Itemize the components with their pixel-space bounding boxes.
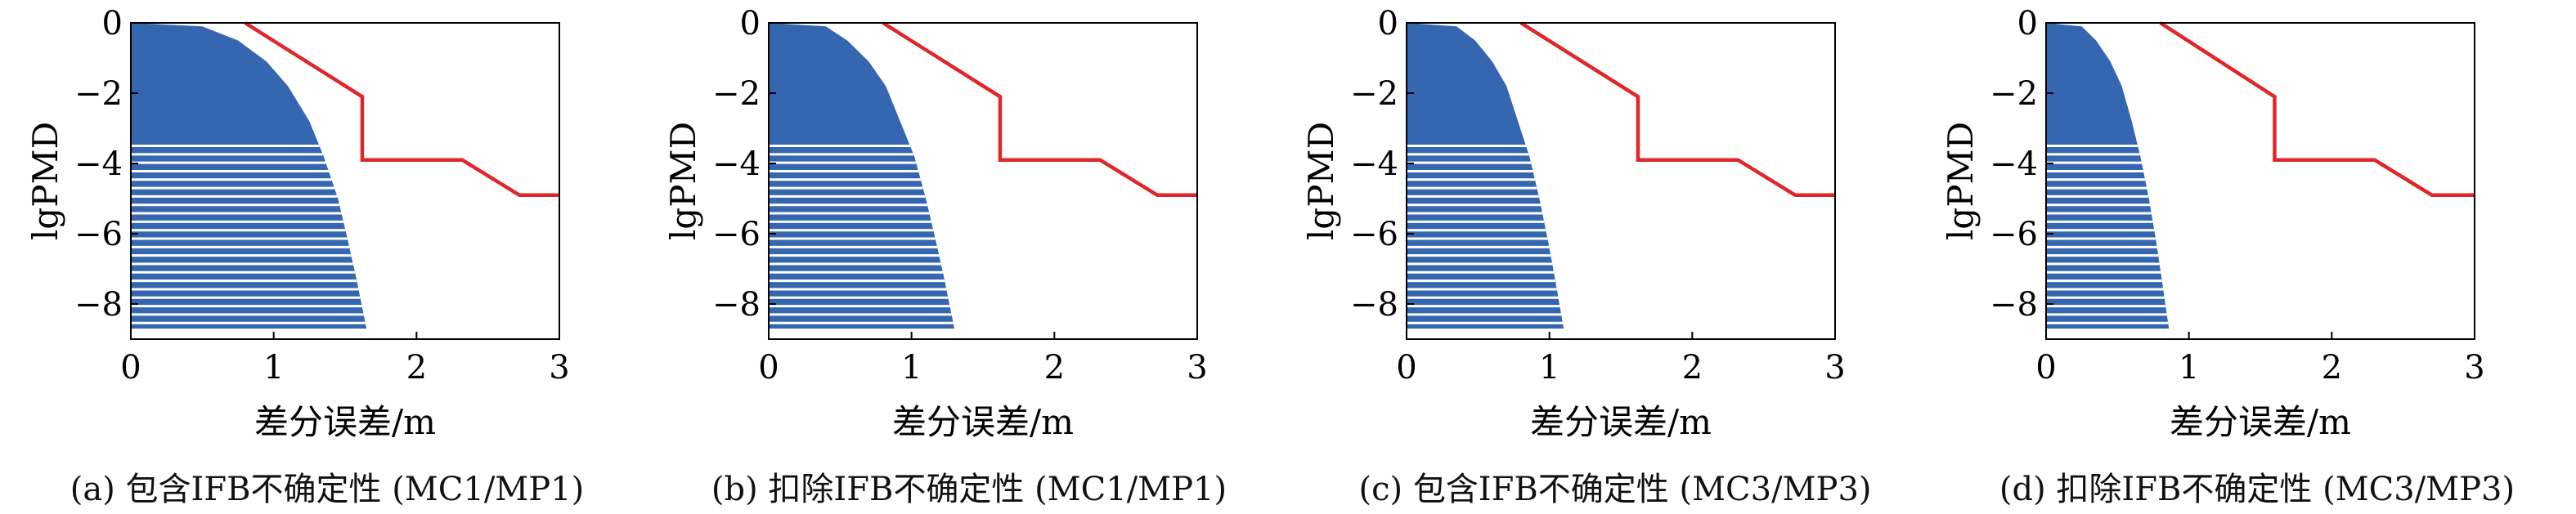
- y-tick-label: 0: [740, 5, 761, 42]
- threshold-line: [882, 21, 1197, 197]
- pmd-envelope-region: [2046, 23, 2170, 329]
- y-tick-label: −8: [1990, 286, 2038, 324]
- y-axis-label: lgPMD: [663, 122, 703, 240]
- y-tick-label: −6: [712, 216, 761, 253]
- y-axis-label: lgPMD: [25, 122, 65, 240]
- pmd-envelope-region: [769, 23, 955, 329]
- y-tick-label: −4: [1350, 145, 1398, 183]
- x-tick-label: 0: [120, 349, 141, 387]
- x-tick-label: 2: [2322, 349, 2342, 387]
- y-tick-label: −2: [1990, 75, 2038, 113]
- y-tick-label: −2: [712, 75, 761, 113]
- panel-caption: (d) 扣除IFB不确定性 (MC3/MP3): [1999, 471, 2515, 508]
- threshold-line: [244, 21, 559, 197]
- x-axis-label: 差分误差/m: [254, 402, 436, 442]
- y-axis-label: lgPMD: [1301, 122, 1341, 240]
- x-tick-label: 0: [758, 349, 779, 387]
- y-tick-label: −6: [1990, 216, 2038, 253]
- x-tick-label: 2: [1044, 349, 1065, 387]
- pmd-envelope-region: [131, 23, 367, 329]
- axes-frame: [130, 22, 560, 340]
- axes-frame: [768, 22, 1198, 340]
- x-tick-label: 3: [1187, 349, 1207, 387]
- y-tick-label: 0: [2017, 5, 2038, 42]
- y-tick-label: −2: [1350, 75, 1398, 113]
- y-tick-label: −4: [712, 145, 761, 183]
- x-tick-label: 2: [1682, 349, 1703, 387]
- y-axis-label: lgPMD: [1941, 122, 1981, 240]
- y-tick-label: −8: [1350, 286, 1398, 324]
- panel-caption: (b) 扣除IFB不确定性 (MC1/MP1): [711, 471, 1227, 508]
- x-tick-label: 1: [2179, 349, 2199, 387]
- x-tick-label: 1: [901, 349, 922, 387]
- x-tick-label: 3: [2464, 349, 2484, 387]
- axes-frame: [1406, 22, 1836, 340]
- threshold-line: [1519, 21, 1835, 197]
- x-tick-label: 1: [263, 349, 284, 387]
- x-tick-label: 3: [1824, 349, 1845, 387]
- x-axis-label: 差分误差/m: [2170, 402, 2351, 442]
- panel-caption: (a) 包含IFB不确定性 (MC1/MP1): [70, 471, 585, 508]
- axes-frame: [2045, 22, 2475, 340]
- y-tick-label: −2: [74, 75, 123, 113]
- y-tick-label: 0: [1378, 5, 1398, 42]
- y-tick-label: −6: [1350, 216, 1398, 253]
- panel-caption: (c) 包含IFB不确定性 (MC3/MP3): [1358, 471, 1872, 508]
- x-axis-label: 差分误差/m: [892, 402, 1074, 442]
- y-tick-label: −6: [74, 216, 123, 253]
- x-tick-label: 3: [549, 349, 569, 387]
- y-tick-label: 0: [102, 5, 123, 42]
- y-tick-label: −4: [1990, 145, 2038, 183]
- x-tick-label: 0: [1396, 349, 1416, 387]
- threshold-line: [2159, 21, 2475, 197]
- y-tick-label: −8: [712, 286, 761, 324]
- pmd-envelope-region: [1407, 23, 1564, 329]
- x-tick-label: 1: [1539, 349, 1560, 387]
- y-tick-label: −8: [74, 286, 123, 324]
- y-tick-label: −4: [74, 145, 123, 183]
- x-tick-label: 0: [2035, 349, 2056, 387]
- x-axis-label: 差分误差/m: [1530, 402, 1712, 442]
- x-tick-label: 2: [406, 349, 427, 387]
